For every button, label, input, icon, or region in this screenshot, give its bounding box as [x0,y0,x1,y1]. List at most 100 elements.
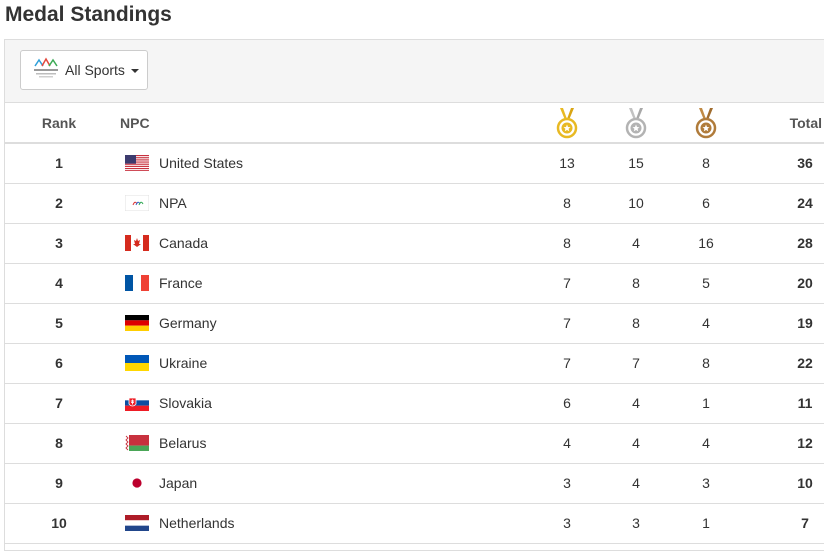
table-row: 10 Netherlands 3 3 1 7 [5,503,824,543]
bronze-count: 1 [702,515,710,531]
table-header-row: Rank NPC [5,103,824,143]
header-bronze[interactable] [670,103,742,143]
games-logo-icon [31,57,61,83]
silver-count: 4 [632,435,640,451]
bronze-count: 8 [702,155,710,172]
page-title: Medal Standings [5,3,172,26]
flag-de-icon [125,315,149,331]
total-count: 20 [742,263,824,303]
bronze-count: 6 [702,195,710,211]
npc-cell: Belarus [117,423,532,463]
npc-cell: Canada [117,223,532,263]
caret-down-icon [130,69,139,73]
table-row: 7 Slovakia 6 4 1 11 [5,383,824,423]
bronze-count: 8 [702,355,710,371]
silver-count: 7 [632,355,640,371]
total-count: 7 [742,503,824,543]
header-rank[interactable]: Rank [41,114,77,131]
npc-name[interactable]: France [159,275,203,291]
silver-count: 4 [632,475,640,491]
table-row: 2 NPA 8 10 6 24 [5,183,824,223]
total-value: 12 [797,435,813,451]
silver-count: 15 [628,155,644,172]
flag-jp-icon [125,475,149,491]
npc-name[interactable]: United States [159,155,244,172]
table-row: 8 Belarus 4 4 4 12 [5,423,824,463]
bronze-count: 4 [702,435,710,451]
silver-count: 3 [632,515,640,531]
gold-count: 3 [563,515,571,531]
silver-count: 4 [632,235,640,251]
rank-cell: 3 [55,235,63,251]
npc-name[interactable]: Slovakia [159,395,212,411]
rank-cell: 9 [55,475,63,491]
npc-name[interactable]: Belarus [159,435,207,451]
bronze-count: 5 [702,275,710,291]
gold-count: 3 [563,475,571,491]
header-silver[interactable] [602,103,670,143]
rank-cell: 7 [55,395,63,411]
flag-us-icon [125,155,149,172]
rank-cell: 5 [55,315,63,331]
npc-cell: Japan [117,463,532,503]
npc-cell: France [117,263,532,303]
gold-count: 7 [563,275,571,291]
rank-cell: 2 [55,195,63,211]
silver-count: 4 [632,395,640,411]
table-row: 6 Ukraine 7 7 8 22 [5,343,824,383]
silver-count: 10 [628,195,644,211]
medal-standings-panel: All Sports Rank NPC [4,39,824,551]
header-total[interactable]: Total [742,103,824,143]
silver-count: 8 [632,315,640,331]
flag-npa-icon [125,195,149,211]
gold-count: 6 [563,395,571,411]
header-total-label: Total [789,114,822,131]
gold-count: 13 [559,155,575,172]
npc-name[interactable]: Germany [159,315,217,331]
gold-medal-icon [556,107,578,138]
total-count: 24 [742,183,824,223]
bronze-medal-icon [695,107,717,138]
rank-cell: 6 [55,355,63,371]
bronze-count: 16 [698,235,714,251]
total-count: 10 [742,463,824,503]
npc-cell: NPA [117,183,532,223]
npc-name[interactable]: Japan [159,475,198,491]
npc-cell: Netherlands [117,503,532,543]
header-gold[interactable] [532,103,602,143]
npc-name[interactable]: Ukraine [159,355,208,371]
sport-filter-dropdown[interactable]: All Sports [20,50,148,90]
flag-by-icon [125,435,149,451]
npc-cell: United States [117,143,532,183]
flag-nl-icon [125,515,149,531]
filter-toolbar: All Sports [5,40,824,103]
npc-name[interactable]: Netherlands [159,515,235,531]
rank-cell: 10 [51,515,67,531]
total-count: 19 [742,303,824,343]
npc-cell: Ukraine [117,343,532,383]
header-npc[interactable]: NPC [120,114,150,131]
npc-cell: Slovakia [117,383,532,423]
npc-name[interactable]: NPA [159,195,187,211]
flag-fr-icon [125,275,149,291]
table-row: 3 Canada 8 4 16 28 [5,223,824,263]
bronze-count: 1 [702,395,710,411]
total-count: 36 [742,143,824,183]
total-value: 20 [797,275,813,291]
medal-table: Rank NPC [5,103,824,544]
total-value: 7 [801,515,809,531]
gold-count: 8 [563,235,571,251]
npc-name[interactable]: Canada [159,235,209,251]
silver-count: 8 [632,275,640,291]
total-value: 10 [797,475,813,491]
total-value: 24 [797,195,813,211]
gold-count: 4 [563,435,571,451]
bronze-count: 4 [702,315,710,331]
table-row: 5 Germany 7 8 4 19 [5,303,824,343]
total-value: 36 [797,155,813,172]
total-value: 22 [797,355,813,371]
silver-medal-icon [625,107,647,138]
total-value: 11 [797,395,813,411]
gold-count: 8 [563,195,571,211]
total-value: 28 [797,235,813,251]
